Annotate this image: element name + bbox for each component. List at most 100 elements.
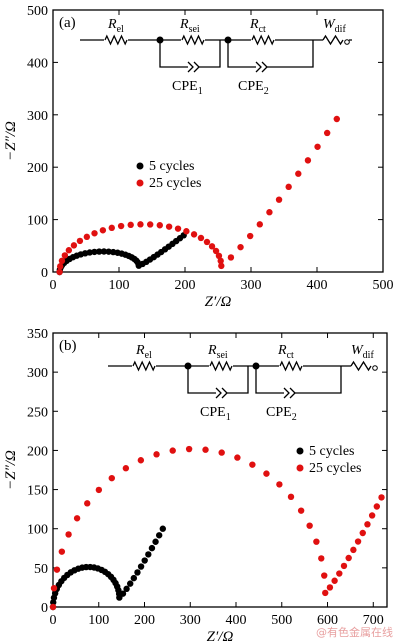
data-point <box>153 451 160 458</box>
resistor-symbol <box>104 34 128 46</box>
x-tick-label: 100 <box>109 278 130 293</box>
data-point <box>91 248 98 256</box>
data-point <box>152 538 159 545</box>
data-point <box>326 584 334 591</box>
data-point <box>322 589 329 597</box>
equivalent-circuit: Rel Rsei Rct Wdif CPE1 CPE2 <box>108 343 378 423</box>
resistor-symbol <box>279 360 303 372</box>
panel-label: (b) <box>59 338 77 354</box>
x-tick-label: 200 <box>175 278 196 293</box>
data-point <box>364 521 371 528</box>
data-point <box>336 570 343 577</box>
label-r-el: Rel <box>135 343 152 361</box>
cpe-branch-wire <box>267 40 314 68</box>
data-point <box>169 447 176 454</box>
x-tick-label: 400 <box>226 613 247 628</box>
warburg-terminal <box>344 39 350 45</box>
data-point <box>174 225 182 232</box>
cpe-branch-wire <box>295 366 342 394</box>
data-point <box>159 525 167 532</box>
x-tick-label: 400 <box>307 278 328 293</box>
label-w-dif: Wdif <box>323 17 346 35</box>
label-r-sei: Rsei <box>207 343 228 361</box>
data-point <box>86 249 93 256</box>
data-point <box>96 248 103 255</box>
data-point <box>323 129 331 137</box>
data-point <box>218 262 225 270</box>
data-point <box>99 227 107 234</box>
data-point <box>148 544 156 552</box>
data-point <box>91 230 98 237</box>
data-point <box>119 590 127 597</box>
label-r-el: Rel <box>107 17 124 35</box>
resistor-symbol <box>209 360 233 372</box>
x-axis-label: Z′/Ω <box>207 629 234 641</box>
data-point <box>297 507 305 514</box>
data-point <box>65 531 72 538</box>
y-tick-label: 100 <box>27 214 48 229</box>
data-point <box>58 257 66 265</box>
data-point <box>266 209 273 216</box>
data-point <box>130 574 138 582</box>
cpe-symbol <box>289 387 296 399</box>
x-axis-label: Z′/Ω <box>205 294 232 310</box>
data-point <box>212 247 220 255</box>
x-tick-label: 600 <box>317 613 338 628</box>
data-point <box>313 538 320 545</box>
cpe-symbol <box>283 387 290 399</box>
data-point <box>108 474 115 482</box>
y-tick-label: 100 <box>27 523 48 538</box>
chart-panel-b: 0 100 200 300 400 500 600 700 0 50 100 150 200 250 300… <box>3 327 388 641</box>
data-point <box>354 538 362 545</box>
data-point <box>249 461 256 468</box>
cpe-branch-wire <box>187 366 216 394</box>
data-point <box>234 454 241 461</box>
cpe-symbol <box>261 61 268 73</box>
legend-marker <box>136 179 144 187</box>
y-tick-label: 400 <box>27 56 48 71</box>
data-point <box>100 248 108 255</box>
data-point <box>84 500 91 507</box>
data-point <box>137 457 145 464</box>
label-w-dif: Wdif <box>351 343 374 361</box>
y-tick-label: 300 <box>27 109 48 124</box>
data-point <box>185 445 193 453</box>
data-point <box>50 584 58 592</box>
x-tick-label: 300 <box>241 278 262 293</box>
data-point <box>108 224 115 232</box>
data-point <box>197 234 205 242</box>
panel-label: (a) <box>59 15 76 31</box>
data-point <box>275 196 283 203</box>
data-point <box>95 486 103 494</box>
data-point <box>340 562 348 570</box>
y-axis-label: −Z″/Ω <box>3 450 19 490</box>
cpe-symbol <box>221 387 228 399</box>
y-tick-label: 50 <box>34 562 48 577</box>
data-point <box>49 603 57 611</box>
data-point <box>295 170 302 177</box>
data-point <box>58 548 66 555</box>
data-point <box>218 449 225 456</box>
equivalent-circuit: Rel Rsei Rct Wdif CPE1 CPE2 <box>80 17 352 97</box>
data-point <box>56 263 64 270</box>
x-tick-label: 0 <box>50 613 57 628</box>
cpe-symbol <box>215 387 222 399</box>
warburg-gap <box>323 38 349 42</box>
legend-marker <box>296 447 304 455</box>
data-point <box>333 115 340 123</box>
data-point <box>117 222 125 230</box>
x-tick-label: 700 <box>363 613 384 628</box>
legend-label: 5 cycles <box>309 444 354 459</box>
cpe-branch-wire <box>227 366 249 394</box>
label-cpe1: CPE1 <box>200 405 231 423</box>
y-tick-label: 250 <box>27 405 48 420</box>
data-point <box>314 143 321 150</box>
data-point <box>345 554 352 562</box>
data-point <box>156 222 163 229</box>
warburg-terminal <box>372 365 378 371</box>
resistor-symbol <box>181 34 205 46</box>
data-point <box>122 465 130 472</box>
data-point <box>76 237 84 245</box>
data-point <box>141 557 148 564</box>
data-point <box>123 585 130 593</box>
